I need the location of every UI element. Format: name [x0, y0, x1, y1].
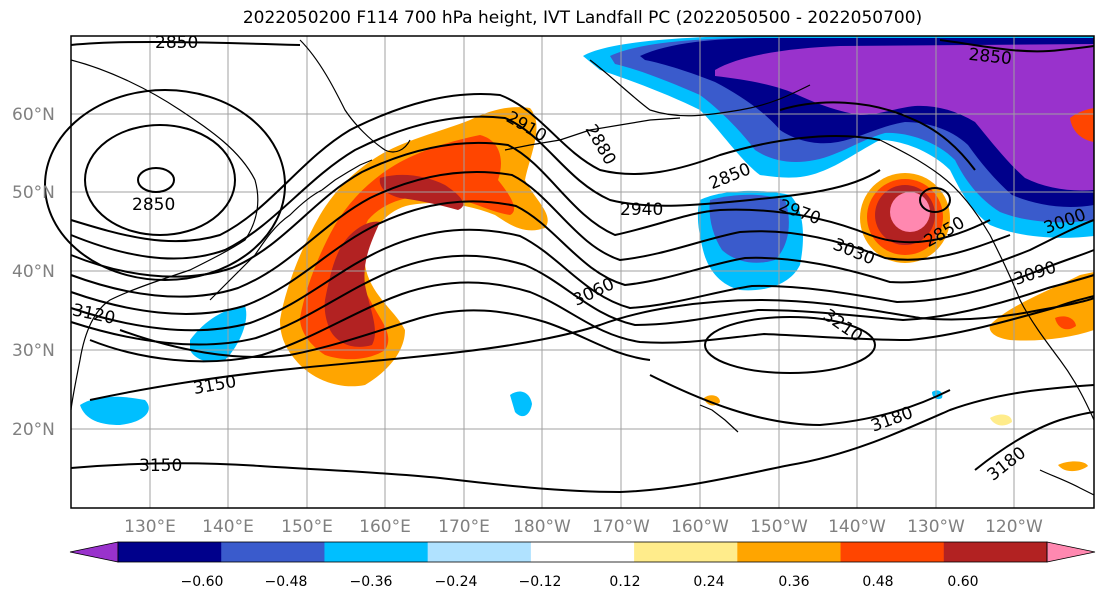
contour-3210: [704, 316, 876, 374]
lon-label: 130°E: [124, 517, 176, 537]
colorbar-extend-max: [1046, 541, 1096, 563]
contour-3150-south: [70, 384, 1095, 494]
lat-label: 30°N: [12, 341, 55, 361]
coast-hawaii: [699, 404, 739, 433]
lat-label: 20°N: [12, 420, 55, 440]
contour-3000: [70, 200, 1095, 315]
colorbar-tick-label: 0.36: [778, 574, 809, 590]
lat-label: 50°N: [12, 183, 55, 203]
lon-label: 160°E: [359, 517, 411, 537]
contour-2970: [70, 171, 1011, 298]
contour-label: 2850: [968, 45, 1013, 69]
contour-3090: [89, 281, 1095, 363]
contour-3030: [70, 228, 1095, 332]
colorbar-tick-label: 0.12: [609, 574, 640, 590]
contour-3150: [89, 297, 1095, 401]
contour-2850-ne: [939, 39, 1095, 53]
lon-label: 140°W: [828, 517, 886, 537]
latitude-axis: 60°N 50°N 40°N 30°N 20°N: [12, 105, 55, 440]
ivt-shading: [80, 36, 1094, 472]
lon-label: 170°W: [592, 517, 650, 537]
colorbar-tick-label: −0.48: [265, 574, 308, 590]
coast-northamerica: [879, 139, 1095, 421]
negative-patch-japan: [190, 306, 247, 362]
contour-gulf-low: [919, 187, 951, 213]
contour-low-west: [84, 124, 236, 236]
map-panel: 2850 2850 2850 2850 2850 2880 2910 2940 …: [44, 33, 1095, 509]
positive-patch-west-coast-core: [1055, 316, 1076, 330]
contour-label: 2850: [155, 33, 198, 53]
contour-3060: [70, 254, 1095, 346]
positive-blob-gulf-core: [890, 192, 930, 232]
contour-3180-east: [974, 411, 1095, 471]
lon-label: 140°E: [202, 517, 254, 537]
colorbar-tick-label: 0.48: [862, 574, 893, 590]
coast-kurils: [321, 159, 373, 191]
negative-field-core: [715, 44, 1094, 191]
lat-label: 60°N: [12, 105, 55, 125]
colorbar-segment: [840, 542, 945, 562]
colorbar-tick-label: 0.60: [947, 574, 978, 590]
contour-2910: [70, 115, 881, 260]
contour-label: 3150: [139, 456, 182, 476]
colorbar-tick-label: −0.60: [181, 574, 224, 590]
colorbar-tick-labels: −0.60 −0.48 −0.36 −0.24 −0.12 0.12 0.24 …: [181, 574, 979, 590]
colorbar-segments: [69, 541, 1096, 563]
colorbar-segment: [118, 542, 222, 562]
contour-2880: [70, 93, 881, 243]
map-title: 2022050200 F114 700 hPa height, IVT Land…: [242, 8, 923, 28]
lon-label: 160°W: [671, 517, 729, 537]
coast-japan: [209, 189, 323, 301]
colorbar-segment: [530, 542, 635, 562]
coast-alaska: [589, 59, 811, 117]
lat-label: 40°N: [12, 262, 55, 282]
colorbar-tick-label: −0.36: [350, 574, 393, 590]
contour-label: 2850: [132, 195, 175, 215]
coast-aleutians: [504, 117, 681, 151]
colorbar-segment: [427, 542, 532, 562]
colorbar-segment: [221, 542, 325, 562]
contour-2850-east: [779, 101, 976, 171]
positive-patch-bc: [1070, 108, 1094, 142]
negative-patch-ocean: [510, 391, 532, 417]
contour-low-west-inner: [137, 167, 175, 193]
colorbar-extend-min: [69, 541, 119, 563]
colorbar: −0.60 −0.48 −0.36 −0.24 −0.12 0.12 0.24 …: [69, 541, 1096, 590]
colorbar-tick-label: −0.24: [435, 574, 478, 590]
coast-mexico: [1039, 469, 1095, 496]
negative-patch-taiwan: [80, 396, 149, 425]
lon-label: 170°E: [438, 517, 490, 537]
height-contours: [44, 39, 1095, 494]
contour-3120: [119, 309, 651, 361]
contour-2940: [70, 141, 991, 278]
map-frame: [70, 35, 1095, 509]
lon-label: 180°W: [513, 517, 571, 537]
contour-2850-top: [70, 40, 301, 46]
coast-asia: [70, 59, 259, 411]
positive-patch-hawaii: [704, 395, 720, 406]
colorbar-frame: [117, 541, 1048, 563]
positive-patch-south-light: [990, 414, 1012, 426]
lon-label: 130°W: [907, 517, 965, 537]
contour-label: 2940: [620, 200, 663, 220]
longitude-axis: 130°E 140°E 150°E 160°E 170°E 180°W 170°…: [124, 517, 1043, 537]
positive-patch-south: [1058, 461, 1088, 472]
colorbar-segment: [943, 542, 1048, 562]
colorbar-tick-label: −0.12: [519, 574, 562, 590]
colorbar-tick-label: 0.24: [693, 574, 724, 590]
positive-arc-core: [324, 221, 380, 347]
contour-3180: [649, 374, 951, 427]
lon-label: 150°E: [281, 517, 333, 537]
colorbar-segment: [324, 542, 429, 562]
colorbar-segment: [634, 542, 738, 562]
colorbar-segment: [737, 542, 842, 562]
lon-label: 150°W: [750, 517, 808, 537]
lon-label: 120°W: [985, 517, 1043, 537]
